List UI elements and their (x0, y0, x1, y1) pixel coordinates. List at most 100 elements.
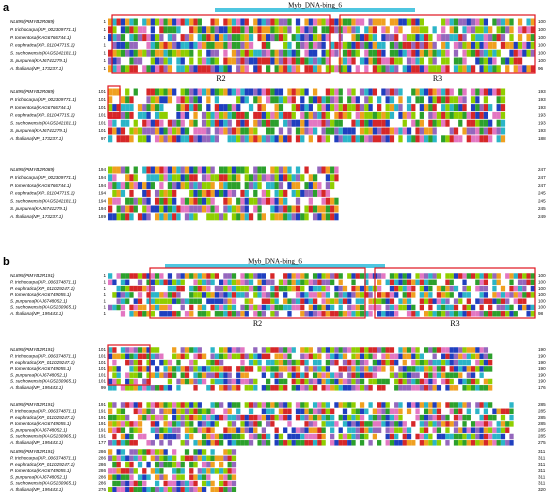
residue-cell (428, 372, 433, 378)
residue-cell (154, 421, 160, 427)
residue-cell (240, 88, 245, 96)
residue-cell (206, 468, 211, 474)
residue-cell (274, 353, 279, 360)
residue-cell (423, 402, 429, 408)
residue-cell (466, 111, 471, 119)
residue-cell (248, 433, 254, 440)
residue-cell (334, 41, 339, 49)
sequence-name: P. tomentosa(KAG6766744.1) (10, 183, 71, 188)
residue-cell (189, 96, 194, 104)
residue-cell (295, 372, 301, 378)
residue-cell (137, 49, 143, 57)
residue-cell (244, 292, 249, 298)
residue-cell (180, 468, 185, 474)
residue-cell (483, 402, 489, 408)
residue-cell (244, 213, 249, 221)
residue-cell (257, 49, 262, 57)
residue-cell (133, 49, 138, 57)
start-position: 101 (98, 113, 106, 118)
residue-cell (304, 385, 309, 391)
residue-cell (411, 34, 416, 42)
residue-cell (189, 474, 194, 480)
residue-cell (505, 427, 510, 433)
residue-cell (449, 104, 454, 112)
residue-cell (206, 127, 211, 135)
residue-cell (445, 49, 450, 57)
residue-cell (462, 34, 467, 42)
end-position: 193 (538, 97, 546, 102)
residue-cell (133, 421, 138, 427)
residue-cell (189, 88, 194, 96)
residue-cell (236, 378, 241, 385)
residue-cell (116, 298, 121, 304)
residue-cell (193, 65, 198, 73)
residue-cell (193, 26, 198, 34)
residue-cell (330, 347, 335, 353)
residue-cell (351, 57, 356, 65)
residue-cell (116, 49, 121, 57)
residue-cell (300, 311, 305, 317)
residue-cell (180, 49, 185, 57)
residue-cell (210, 421, 215, 427)
start-position: 1 (103, 273, 106, 278)
residue-cell (526, 26, 531, 34)
residue-cell (406, 366, 412, 372)
residue-cell (453, 285, 459, 292)
residue-cell (466, 440, 471, 446)
residue-cell (189, 174, 194, 182)
residue-cell (342, 311, 348, 317)
residue-cell (261, 427, 266, 433)
residue-cell (223, 408, 228, 415)
residue-cell (180, 366, 185, 372)
residue-cell (342, 111, 348, 119)
residue-cell (475, 378, 480, 385)
residue-cell (334, 127, 339, 135)
residue-cell (210, 292, 215, 298)
residue-cell (270, 26, 275, 34)
residue-cell (402, 34, 407, 42)
residue-cell (210, 26, 215, 34)
residue-cell (308, 127, 313, 135)
residue-cell (287, 366, 292, 372)
residue-cell (359, 104, 365, 112)
residue-cell (150, 127, 155, 135)
residue-cell (300, 372, 305, 378)
residue-cell (137, 427, 143, 433)
residue-cell (300, 174, 305, 182)
residue-cell (338, 34, 343, 42)
residue-cell (206, 433, 211, 440)
residue-cell (112, 433, 117, 440)
end-position: 100 (538, 298, 546, 303)
residue-cell (325, 366, 331, 372)
residue-cell (441, 347, 446, 353)
residue-cell (347, 433, 352, 440)
motif-label: R2 (216, 74, 225, 83)
residue-cell (137, 279, 143, 286)
residue-cell (449, 304, 454, 311)
residue-cell (466, 414, 471, 421)
residue-cell (112, 474, 117, 480)
residue-cell (214, 372, 220, 378)
residue-cell (449, 408, 454, 415)
residue-cell (176, 285, 181, 292)
residue-cell (231, 213, 237, 221)
residue-cell (150, 385, 155, 391)
residue-cell (125, 88, 130, 96)
residue-cell (492, 34, 497, 42)
residue-cell (458, 347, 463, 353)
residue-cell (483, 135, 489, 143)
residue-cell (112, 461, 117, 468)
residue-cell (466, 385, 471, 391)
residue-cell (470, 311, 476, 317)
residue-cell (270, 182, 275, 190)
residue-cell (308, 96, 313, 104)
residue-cell (394, 433, 399, 440)
residue-cell (287, 166, 292, 174)
residue-cell (496, 88, 501, 96)
residue-cell (308, 197, 313, 205)
residue-cell (120, 104, 126, 112)
residue-cell (184, 311, 190, 317)
residue-cell (189, 213, 194, 221)
residue-cell (453, 372, 459, 378)
residue-cell (125, 49, 130, 57)
